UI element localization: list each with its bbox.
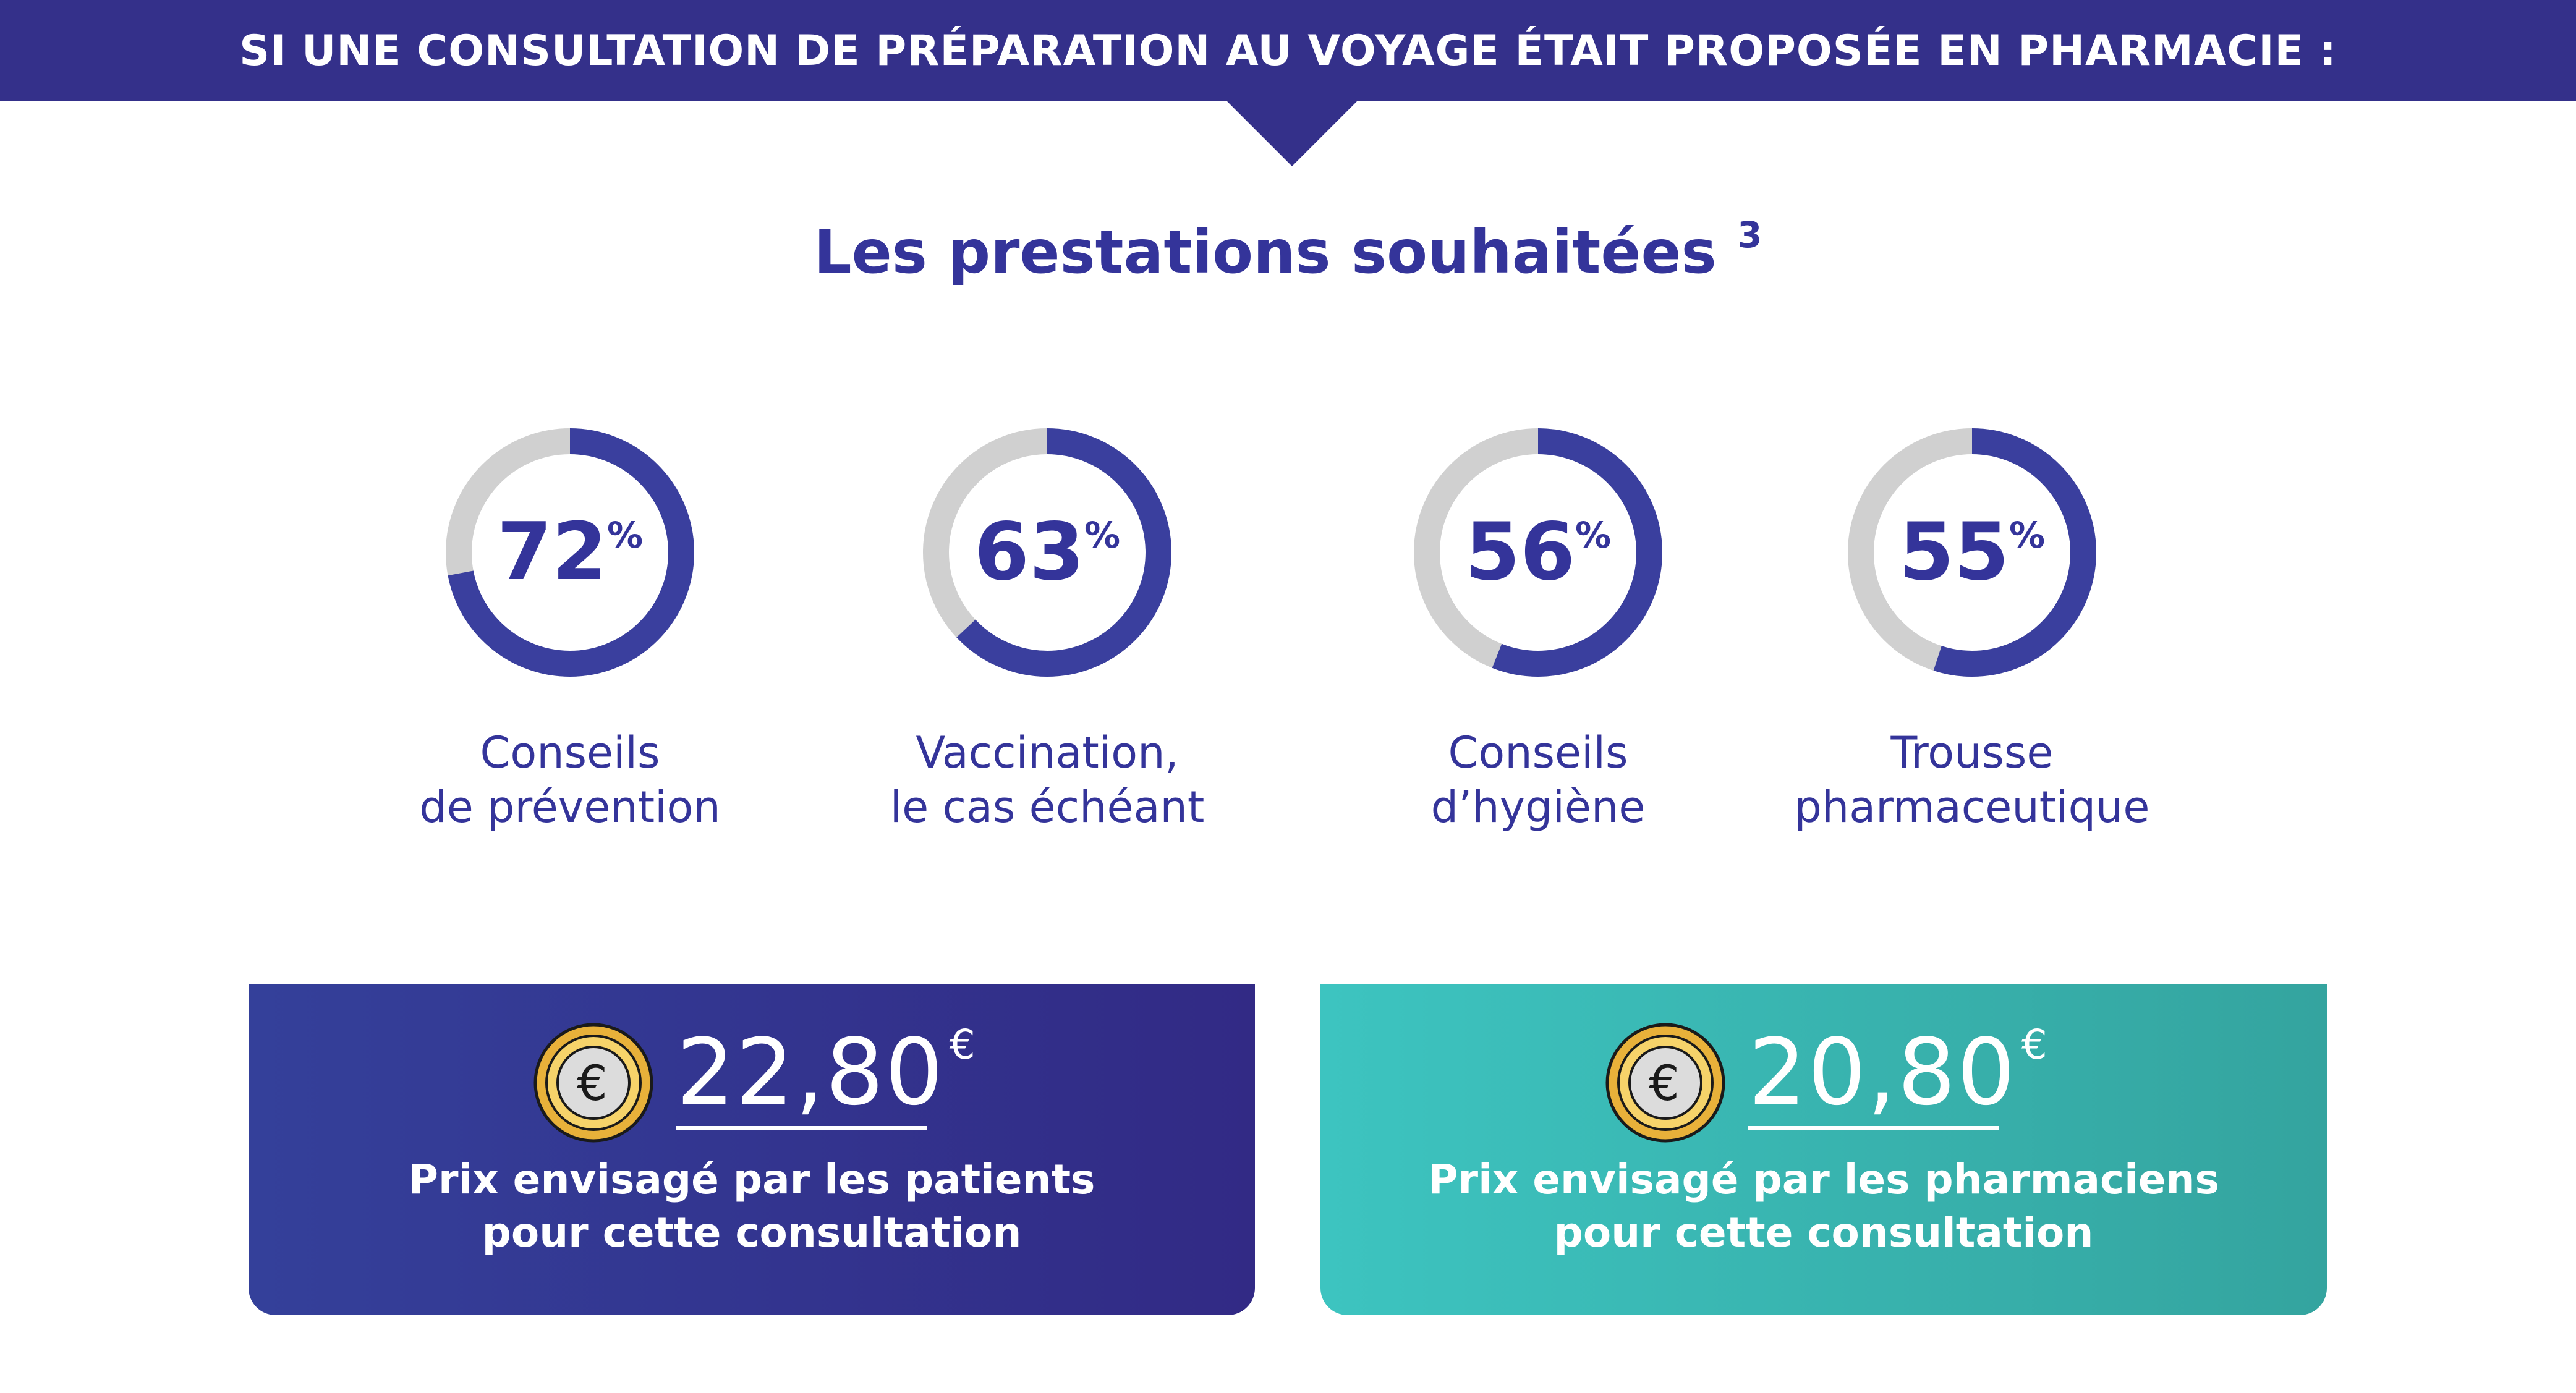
stat-number: 55 bbox=[1898, 506, 2009, 598]
price-card-patients: € 22,80 € Prix envisagé par les patients… bbox=[249, 984, 1255, 1315]
donut-chart: 56 % bbox=[1408, 423, 1668, 682]
percent-sign: % bbox=[2009, 514, 2046, 556]
stat-label-line2: pharmaceutique bbox=[1794, 782, 2150, 832]
price-desc-line2: pour cette consultation bbox=[482, 1209, 1022, 1256]
euro-coin-icon: € bbox=[1604, 1021, 1727, 1145]
stat-number: 72 bbox=[496, 506, 607, 598]
donut-fill bbox=[446, 428, 694, 677]
stat-label-line2: le cas échéant bbox=[890, 782, 1205, 832]
donut-chart: 72 % bbox=[440, 423, 700, 682]
section-title-text: Les prestations souhaitées bbox=[814, 218, 1717, 287]
price-patients: 22,80 € bbox=[676, 1020, 976, 1125]
svg-text:€: € bbox=[577, 1056, 608, 1112]
price-desc-line1: Prix envisagé par les pharmaciens bbox=[1428, 1156, 2219, 1203]
price-amount: 22,80 bbox=[676, 1019, 945, 1125]
donut-fill bbox=[1848, 428, 2096, 677]
price-description: Prix envisagé par les pharmaciens pour c… bbox=[1320, 1153, 2327, 1260]
stat-value: 63 % bbox=[917, 423, 1177, 682]
donut-fill bbox=[1414, 428, 1662, 677]
donut-svg bbox=[1414, 428, 1662, 677]
donut-svg bbox=[446, 428, 694, 677]
stat-label: Vaccination, le cas échéant bbox=[849, 726, 1245, 834]
donut-chart: 63 % bbox=[917, 423, 1177, 682]
euro-coin-icon: € bbox=[532, 1021, 655, 1145]
svg-text:€: € bbox=[1649, 1056, 1680, 1112]
percent-sign: % bbox=[607, 514, 644, 556]
price-underline bbox=[1748, 1126, 1999, 1130]
price-desc-line2: pour cette consultation bbox=[1554, 1209, 2094, 1256]
price-desc-line1: Prix envisagé par les patients bbox=[408, 1156, 1095, 1203]
stat-label-line1: Trousse bbox=[1890, 727, 2054, 778]
stat-label-line2: d’hygiène bbox=[1430, 782, 1646, 832]
euro-coin-svg: € bbox=[533, 1023, 653, 1143]
percent-sign: % bbox=[1084, 514, 1121, 556]
stat-label-line1: Conseils bbox=[480, 727, 660, 778]
price-currency: € bbox=[949, 1021, 976, 1069]
donut-svg bbox=[1848, 428, 2096, 677]
stat-value: 55 % bbox=[1842, 423, 2102, 682]
price-pharmaciens: 20,80 € bbox=[1748, 1020, 2047, 1125]
header-banner: SI UNE CONSULTATION DE PRÉPARATION AU VO… bbox=[0, 0, 2576, 101]
stat-label-line1: Conseils bbox=[1448, 727, 1628, 778]
price-card-pharmaciens: € 20,80 € Prix envisagé par les pharmaci… bbox=[1320, 984, 2327, 1315]
price-currency: € bbox=[2021, 1021, 2047, 1069]
stat-label-line1: Vaccination, bbox=[916, 727, 1179, 778]
section-footnote: 3 bbox=[1737, 214, 1762, 256]
percent-sign: % bbox=[1575, 514, 1612, 556]
price-description: Prix envisagé par les patients pour cett… bbox=[249, 1153, 1255, 1260]
donut-fill bbox=[923, 428, 1171, 677]
stat-number: 63 bbox=[974, 506, 1084, 598]
euro-coin-svg: € bbox=[1605, 1023, 1725, 1143]
stat-number: 56 bbox=[1464, 506, 1575, 598]
banner-title: SI UNE CONSULTATION DE PRÉPARATION AU VO… bbox=[239, 26, 2337, 75]
donut-chart: 55 % bbox=[1842, 423, 2102, 682]
stat-value: 56 % bbox=[1408, 423, 1668, 682]
price-amount: 20,80 bbox=[1748, 1019, 2017, 1125]
price-underline bbox=[676, 1126, 927, 1130]
banner-pointer bbox=[1226, 101, 1358, 166]
stat-label: Trousse pharmaceutique bbox=[1774, 726, 2170, 834]
section-title: Les prestations souhaitées 3 bbox=[0, 214, 2576, 287]
donut-svg bbox=[923, 428, 1171, 677]
stat-label: Conseils d’hygiène bbox=[1340, 726, 1736, 834]
stat-label-line2: de prévention bbox=[419, 782, 721, 832]
stat-value: 72 % bbox=[440, 423, 700, 682]
stat-label: Conseils de prévention bbox=[372, 726, 768, 834]
